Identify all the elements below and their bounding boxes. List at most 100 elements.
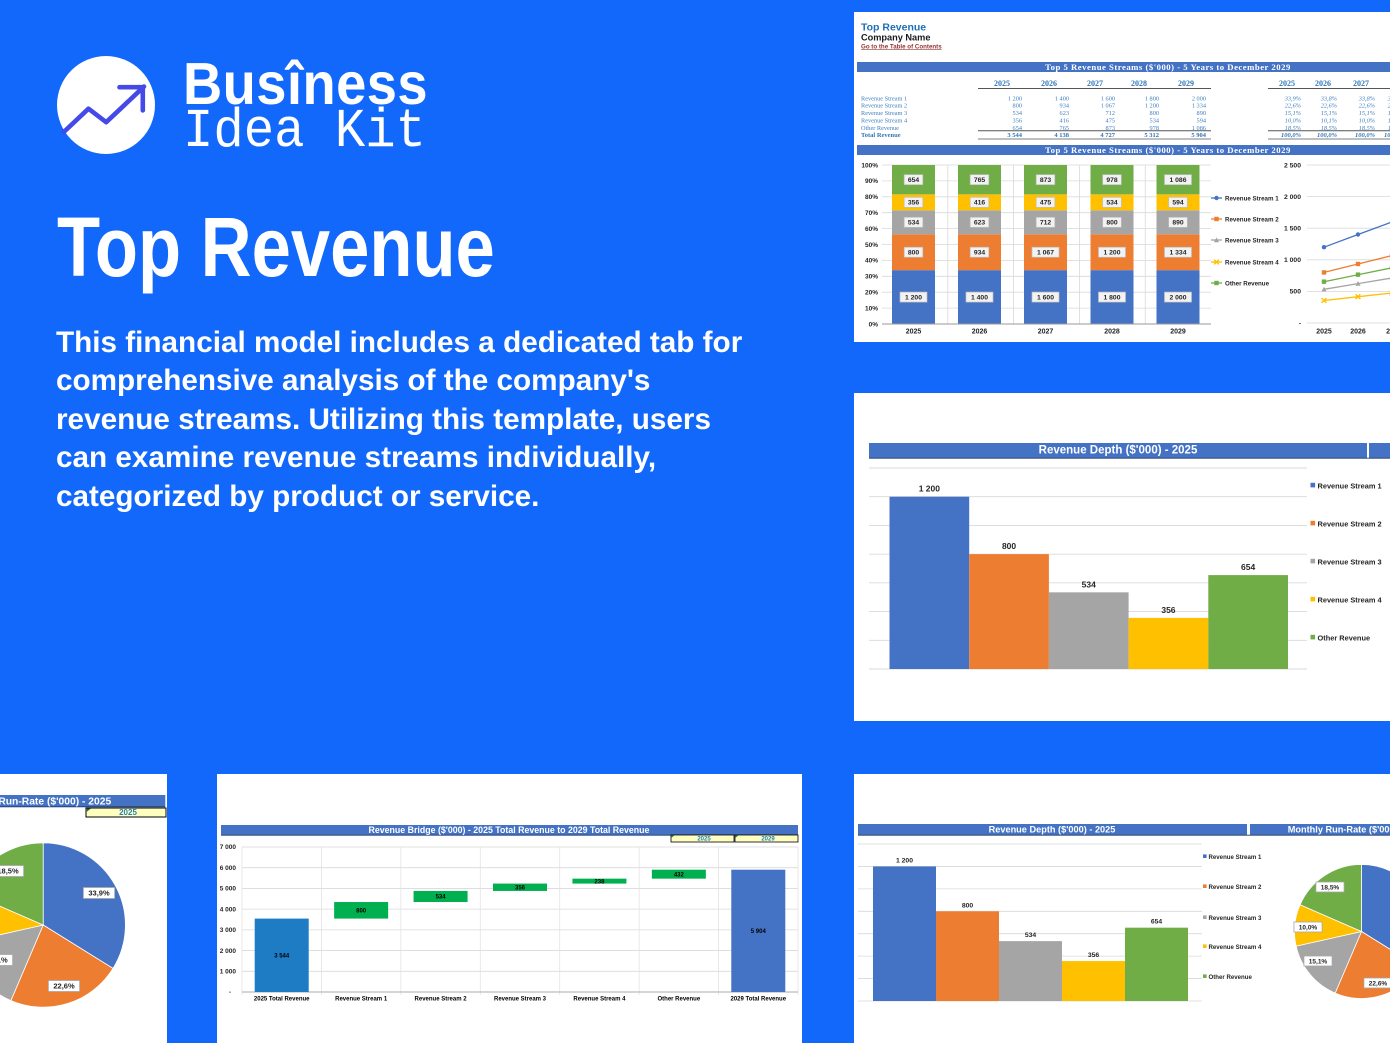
svg-text:800: 800 — [962, 902, 974, 909]
svg-text:Revenue Stream 1: Revenue Stream 1 — [861, 95, 907, 102]
svg-text:2 000: 2 000 — [1192, 95, 1206, 102]
svg-text:500: 500 — [1290, 289, 1302, 296]
svg-text:800: 800 — [356, 909, 367, 915]
svg-text:10,0%: 10,0% — [1299, 924, 1318, 931]
svg-text:10,0%: 10,0% — [1359, 118, 1375, 125]
svg-text:2025: 2025 — [697, 836, 711, 842]
svg-text:2026: 2026 — [1350, 329, 1366, 336]
svg-text:Revenue Stream 4: Revenue Stream 4 — [573, 997, 626, 1003]
svg-text:356: 356 — [515, 885, 526, 891]
svg-text:934: 934 — [974, 250, 986, 257]
svg-text:Monthly Run-Rate ($'000) - 202: Monthly Run-Rate ($'000) - 2025 — [0, 796, 111, 807]
svg-text:33,9%: 33,9% — [1387, 95, 1390, 102]
svg-text:15,1%: 15,1% — [1321, 110, 1337, 117]
svg-text:Other Revenue: Other Revenue — [861, 125, 899, 132]
svg-text:416: 416 — [1060, 118, 1069, 125]
svg-text:1 400: 1 400 — [1055, 95, 1069, 102]
svg-text:100,0%: 100,0% — [1281, 132, 1302, 139]
svg-text:10,0%: 10,0% — [1285, 118, 1301, 125]
svg-text:33,8%: 33,8% — [1358, 95, 1375, 102]
svg-text:2025: 2025 — [906, 329, 922, 336]
svg-text:50%: 50% — [865, 242, 878, 249]
svg-text:2025: 2025 — [1279, 79, 1295, 88]
svg-text:1 200: 1 200 — [905, 294, 922, 301]
svg-text:475: 475 — [1106, 118, 1115, 125]
svg-text:2026: 2026 — [1041, 79, 1057, 88]
svg-text:654: 654 — [1241, 562, 1255, 572]
svg-text:1 200: 1 200 — [1145, 103, 1159, 110]
svg-text:1 800: 1 800 — [1103, 294, 1120, 301]
svg-text:15,1%: 15,1% — [1309, 958, 1328, 965]
svg-text:15,1%: 15,1% — [0, 956, 8, 965]
svg-text:100,0%: 100,0% — [1384, 132, 1390, 139]
svg-text:Monthly Run-Rate ($'000) - 202: Monthly Run-Rate ($'000) - 2025 — [1288, 825, 1390, 835]
svg-text:80%: 80% — [865, 194, 878, 201]
svg-text:33,8%: 33,8% — [1320, 95, 1337, 102]
svg-text:10%: 10% — [865, 305, 878, 312]
svg-text:Revenue Stream 4: Revenue Stream 4 — [861, 118, 908, 125]
svg-text:534: 534 — [1082, 579, 1096, 589]
svg-text:2 000: 2 000 — [1169, 294, 1186, 301]
svg-text:2029: 2029 — [1170, 329, 1186, 336]
svg-text:2027: 2027 — [1353, 79, 1369, 88]
svg-text:873: 873 — [1106, 125, 1115, 132]
svg-text:765: 765 — [1060, 125, 1069, 132]
svg-text:Other Revenue: Other Revenue — [1318, 633, 1371, 642]
svg-text:534: 534 — [1106, 200, 1118, 207]
svg-text:594: 594 — [1172, 200, 1184, 207]
svg-text:978: 978 — [1150, 125, 1159, 132]
svg-text:22,6%: 22,6% — [1359, 103, 1375, 110]
svg-text:6 000: 6 000 — [220, 865, 237, 872]
svg-text:-: - — [1299, 320, 1301, 327]
svg-text:2025: 2025 — [1316, 329, 1332, 336]
svg-text:18,5%: 18,5% — [0, 867, 19, 876]
svg-text:1 334: 1 334 — [1169, 250, 1186, 257]
svg-text:2025 Total Revenue: 2025 Total Revenue — [254, 997, 310, 1003]
svg-text:0%: 0% — [869, 321, 879, 328]
svg-text:2027: 2027 — [1038, 329, 1054, 336]
svg-text:1 067: 1 067 — [1101, 103, 1115, 110]
svg-text:1 086: 1 086 — [1192, 125, 1206, 132]
svg-text:623: 623 — [974, 220, 986, 227]
svg-text:60%: 60% — [865, 226, 878, 233]
svg-text:2029 Total Revenue: 2029 Total Revenue — [730, 997, 786, 1003]
svg-text:Go to the Table of Contents: Go to the Table of Contents — [861, 43, 942, 50]
svg-text:1 000: 1 000 — [220, 968, 237, 975]
svg-text:356: 356 — [1161, 605, 1175, 615]
svg-text:1 200: 1 200 — [1103, 250, 1120, 257]
svg-text:15,1%: 15,1% — [1359, 110, 1375, 117]
svg-text:4 000: 4 000 — [220, 906, 237, 913]
svg-text:22,6%: 22,6% — [1285, 103, 1301, 110]
svg-text:1 200: 1 200 — [1008, 95, 1022, 102]
svg-text:Other Revenue: Other Revenue — [1225, 280, 1270, 287]
svg-text:Revenue Bridge ($'000) - 2025: Revenue Bridge ($'000) - 2025 Total Reve… — [369, 825, 650, 835]
svg-text:2028: 2028 — [1104, 329, 1120, 336]
svg-text:18,5%: 18,5% — [1285, 125, 1301, 132]
svg-text:2029: 2029 — [1178, 79, 1194, 88]
svg-text:Company Name: Company Name — [861, 33, 930, 43]
svg-text:18,4%: 18,4% — [1388, 125, 1390, 132]
svg-text:-: - — [229, 989, 231, 996]
svg-text:356: 356 — [1088, 952, 1100, 959]
svg-text:1 067: 1 067 — [1037, 250, 1054, 257]
svg-text:2 500: 2 500 — [1284, 162, 1301, 169]
svg-text:654: 654 — [1151, 919, 1163, 926]
svg-text:800: 800 — [1002, 541, 1016, 551]
svg-text:Top 5 Revenue Streams ($'000): Top 5 Revenue Streams ($'000) - 5 Years … — [1045, 62, 1291, 72]
svg-text:800: 800 — [1150, 110, 1159, 117]
svg-text:3 000: 3 000 — [220, 927, 237, 934]
svg-text:1 400: 1 400 — [971, 294, 988, 301]
svg-text:356: 356 — [908, 200, 920, 207]
svg-text:Revenue Stream 4: Revenue Stream 4 — [1225, 259, 1279, 266]
svg-text:2026: 2026 — [1315, 79, 1331, 88]
svg-text:Revenue Stream 4: Revenue Stream 4 — [1318, 595, 1383, 604]
svg-text:100,0%: 100,0% — [1355, 132, 1376, 139]
svg-text:Other Revenue: Other Revenue — [658, 997, 701, 1003]
svg-text:890: 890 — [1197, 110, 1206, 117]
svg-text:Revenue Stream 3: Revenue Stream 3 — [1209, 915, 1262, 922]
svg-text:Revenue Stream 1: Revenue Stream 1 — [335, 997, 388, 1003]
svg-text:30%: 30% — [865, 274, 878, 281]
svg-text:22,6%: 22,6% — [53, 982, 75, 991]
svg-text:10,1%: 10,1% — [1388, 118, 1390, 125]
svg-text:Revenue Stream 1: Revenue Stream 1 — [1225, 195, 1279, 202]
